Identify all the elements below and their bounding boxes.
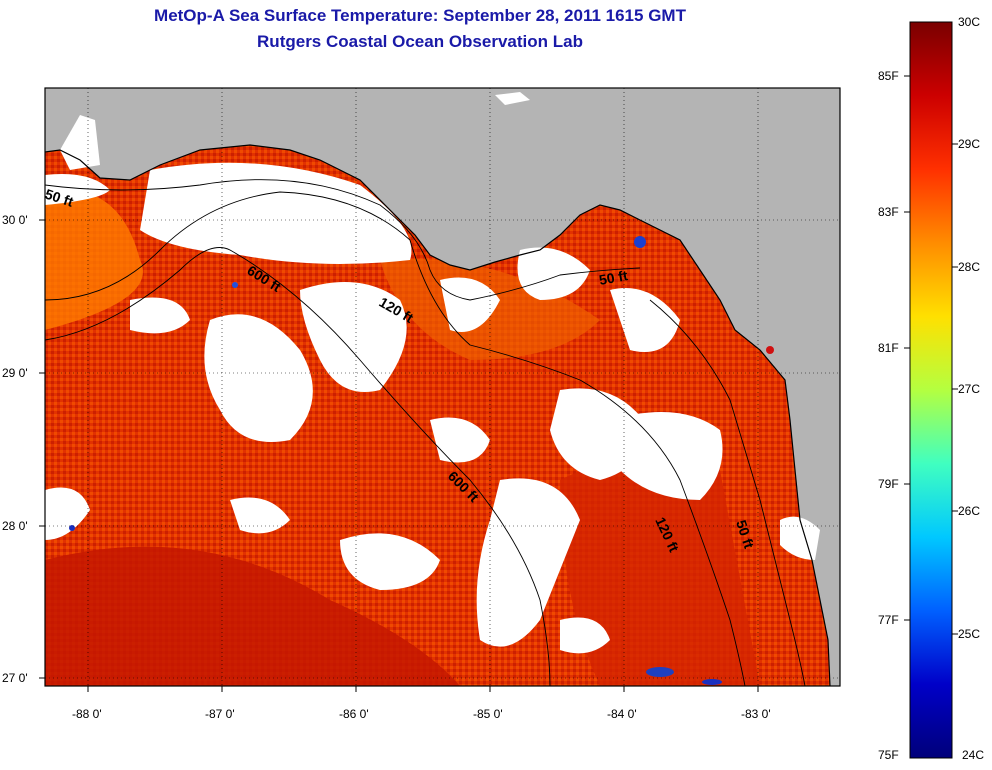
- colorbar-label-c: 29C: [958, 137, 981, 151]
- axis-ticks: [39, 219, 759, 692]
- colorbar-label-c: 30C: [958, 15, 981, 29]
- longitude-labels: -88 0' -87 0' -86 0' -85 0' -84 0' -83 0…: [72, 707, 771, 721]
- map-frame: [44, 87, 841, 687]
- colorbar-label-f: 81F: [878, 341, 899, 355]
- colorbar: [909, 21, 953, 759]
- map-title: MetOp-A Sea Surface Temperature: Septemb…: [154, 6, 686, 25]
- map-subtitle: Rutgers Coastal Ocean Observation Lab: [257, 32, 583, 51]
- lat-label: 28 0': [2, 519, 28, 533]
- lat-label: 27 0': [2, 671, 28, 685]
- colorbar-label-f: 83F: [878, 205, 899, 219]
- lon-label: -83 0': [741, 707, 771, 721]
- latitude-labels: 30 0' 29 0' 28 0' 27 0': [2, 213, 28, 685]
- depth-contours: [45, 179, 806, 686]
- lon-label: -84 0': [607, 707, 637, 721]
- lon-label: -86 0': [339, 707, 369, 721]
- colorbar-label-c: 26C: [958, 504, 981, 518]
- colorbar-label-f: 85F: [878, 69, 899, 83]
- contour-label-50ft: 50 ft: [598, 267, 629, 288]
- cloud-cover: [45, 92, 820, 654]
- lon-label: -88 0': [72, 707, 102, 721]
- colorbar-ticks: [904, 75, 958, 635]
- hot-water-region: [45, 546, 460, 686]
- lon-label: -85 0': [473, 707, 503, 721]
- colorbar-label-c: 25C: [958, 627, 981, 641]
- colorbar-label-f: 75F: [878, 748, 899, 762]
- coastline: [45, 144, 831, 686]
- lon-label: -87 0': [205, 707, 235, 721]
- graticule: [45, 88, 840, 686]
- lat-label: 30 0': [2, 213, 28, 227]
- colorbar-label-c: 28C: [958, 260, 981, 274]
- lat-label: 29 0': [2, 366, 28, 380]
- colorbar-label-c: 27C: [958, 382, 981, 396]
- land-mass: [45, 88, 840, 686]
- colorbar-label-c: 24C: [962, 748, 985, 762]
- colorbar-label-f: 79F: [878, 477, 899, 491]
- colorbar-label-f: 77F: [878, 613, 899, 627]
